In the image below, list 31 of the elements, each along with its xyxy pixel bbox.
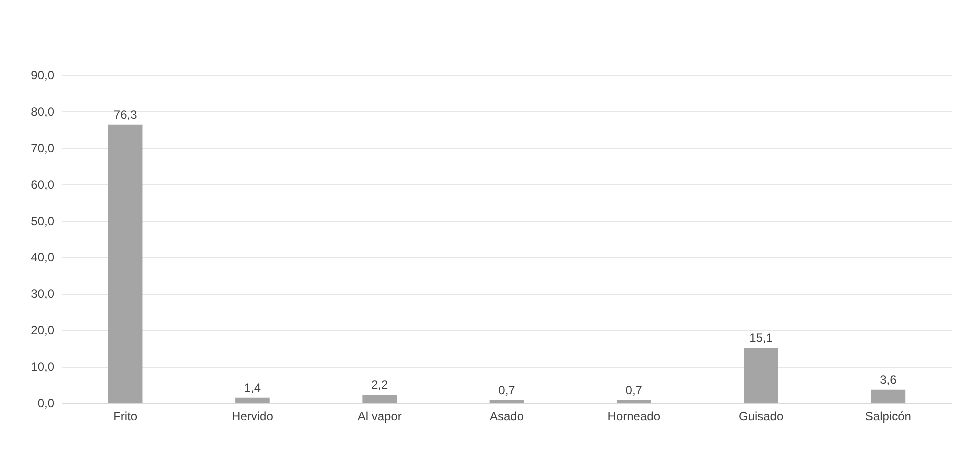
y-tick-label: 40,0 — [31, 250, 55, 265]
bar — [490, 400, 524, 403]
x-tick-label: Asado — [490, 410, 524, 424]
data-label: 15,1 — [750, 330, 774, 345]
y-tick-label: 10,0 — [31, 360, 55, 374]
x-tick-label: Horneado — [608, 410, 661, 424]
bar — [616, 400, 652, 403]
bar — [236, 398, 270, 403]
y-tick-label: 80,0 — [31, 104, 55, 119]
data-label: 2,2 — [372, 378, 389, 392]
x-tick-label: Guisado — [738, 410, 784, 424]
y-tick-label: 90,0 — [31, 68, 55, 82]
x-tick-label: Frito — [114, 410, 138, 424]
bar — [108, 124, 143, 403]
data-label: 1,4 — [244, 380, 262, 395]
data-label: 3,6 — [880, 372, 898, 387]
y-tick-label: 0,0 — [38, 396, 55, 410]
data-label: 76,3 — [114, 108, 138, 122]
y-tick-label: 50,0 — [31, 214, 55, 228]
y-tick-label: 70,0 — [31, 141, 55, 156]
data-label: 0,7 — [626, 383, 643, 398]
data-label: 0,7 — [498, 383, 516, 398]
x-tick-label: Hervido — [232, 410, 274, 424]
x-tick-label: Salpicón — [865, 410, 912, 424]
y-tick-label: 20,0 — [31, 324, 55, 338]
x-tick-label: Al vapor — [358, 410, 402, 424]
bar — [744, 348, 778, 403]
y-tick-label: 30,0 — [31, 287, 55, 302]
y-tick-label: 60,0 — [31, 178, 55, 192]
bar — [871, 390, 906, 403]
bar — [362, 394, 398, 403]
